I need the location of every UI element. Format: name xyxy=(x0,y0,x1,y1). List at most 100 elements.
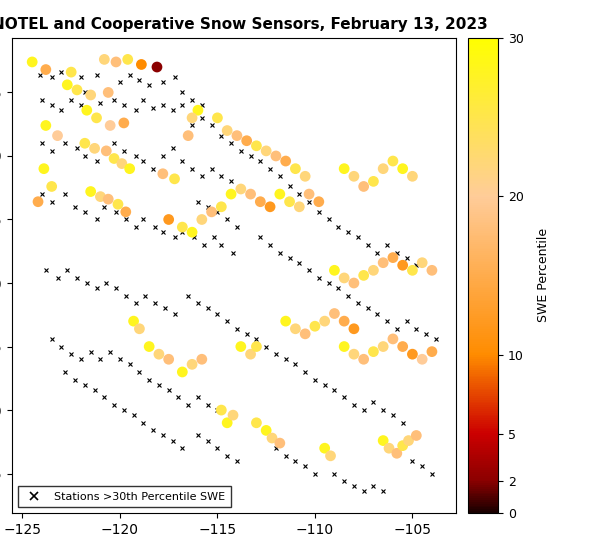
Point xyxy=(404,436,413,445)
Point xyxy=(398,441,407,450)
Point xyxy=(301,329,310,338)
Point xyxy=(41,121,50,130)
Point xyxy=(47,182,56,191)
Point xyxy=(290,164,300,173)
Point xyxy=(379,164,388,173)
Point xyxy=(129,317,139,326)
Point xyxy=(232,131,242,140)
Point xyxy=(246,350,256,359)
Point xyxy=(265,202,275,211)
Point xyxy=(226,190,236,198)
Point xyxy=(242,137,251,145)
Point xyxy=(72,85,82,94)
Point xyxy=(86,91,95,99)
Legend: Stations >30th Percentile SWE: Stations >30th Percentile SWE xyxy=(17,487,231,508)
Point xyxy=(407,266,417,275)
Point xyxy=(152,63,162,71)
Point xyxy=(86,187,95,196)
Point xyxy=(82,106,92,114)
Point xyxy=(388,335,398,343)
Point xyxy=(187,113,197,122)
Point xyxy=(197,355,206,363)
Point xyxy=(262,146,271,155)
Point xyxy=(310,322,320,330)
Point xyxy=(33,198,43,206)
Y-axis label: SWE Percentile: SWE Percentile xyxy=(538,228,550,322)
Point xyxy=(379,436,388,445)
Point xyxy=(304,190,314,198)
Point xyxy=(349,325,359,333)
Point xyxy=(154,350,164,359)
Point xyxy=(384,444,394,453)
Point xyxy=(28,58,37,66)
Point xyxy=(340,317,349,326)
Point xyxy=(113,200,123,208)
Point xyxy=(349,350,359,359)
Point xyxy=(251,342,261,351)
Point xyxy=(359,182,368,191)
Point xyxy=(101,146,111,155)
Point xyxy=(53,131,62,140)
Point xyxy=(121,207,131,216)
Point xyxy=(193,106,203,114)
Point xyxy=(368,177,378,186)
Point xyxy=(111,58,121,66)
Point xyxy=(368,347,378,356)
Point xyxy=(178,223,187,232)
Point xyxy=(145,342,154,351)
Point xyxy=(275,190,284,198)
Point xyxy=(246,190,256,198)
Point xyxy=(125,164,134,173)
Point xyxy=(271,152,281,160)
Point xyxy=(418,258,427,267)
Point xyxy=(158,170,167,178)
Point xyxy=(290,325,300,333)
Point xyxy=(368,266,378,275)
Point xyxy=(223,418,232,427)
Point xyxy=(340,342,349,351)
Point xyxy=(285,198,295,206)
Point xyxy=(95,192,105,201)
Point xyxy=(228,411,238,420)
Point xyxy=(217,202,226,211)
Title: SNOTEL and Cooperative Snow Sensors, February 13, 2023: SNOTEL and Cooperative Snow Sensors, Feb… xyxy=(0,17,487,32)
Point xyxy=(170,174,179,183)
Point xyxy=(164,215,173,224)
Point xyxy=(329,266,339,275)
Point xyxy=(251,141,261,150)
Point xyxy=(407,172,417,180)
Point xyxy=(117,159,127,168)
Point xyxy=(329,309,339,318)
Point xyxy=(301,172,310,180)
Point xyxy=(119,119,128,127)
Point xyxy=(123,55,133,64)
Point xyxy=(295,202,304,211)
Point xyxy=(137,60,146,69)
Point xyxy=(262,426,271,435)
Point xyxy=(90,144,100,153)
Point xyxy=(184,131,193,140)
Point xyxy=(80,139,89,147)
Point xyxy=(349,279,359,287)
Point xyxy=(109,154,119,163)
Point xyxy=(326,451,335,460)
Point xyxy=(275,439,284,448)
Point xyxy=(281,157,290,165)
Point xyxy=(134,325,144,333)
Point xyxy=(349,172,359,180)
Point xyxy=(251,418,261,427)
Point xyxy=(418,355,427,363)
Point xyxy=(398,342,407,351)
Point xyxy=(314,198,323,206)
Point xyxy=(236,342,245,351)
Point xyxy=(103,88,113,97)
Point xyxy=(407,350,417,359)
Point xyxy=(187,360,197,369)
Point xyxy=(427,347,437,356)
Point xyxy=(207,207,217,216)
Point xyxy=(320,317,329,326)
Point xyxy=(41,65,50,74)
Point xyxy=(379,342,388,351)
Point xyxy=(398,261,407,269)
Point xyxy=(392,449,401,457)
